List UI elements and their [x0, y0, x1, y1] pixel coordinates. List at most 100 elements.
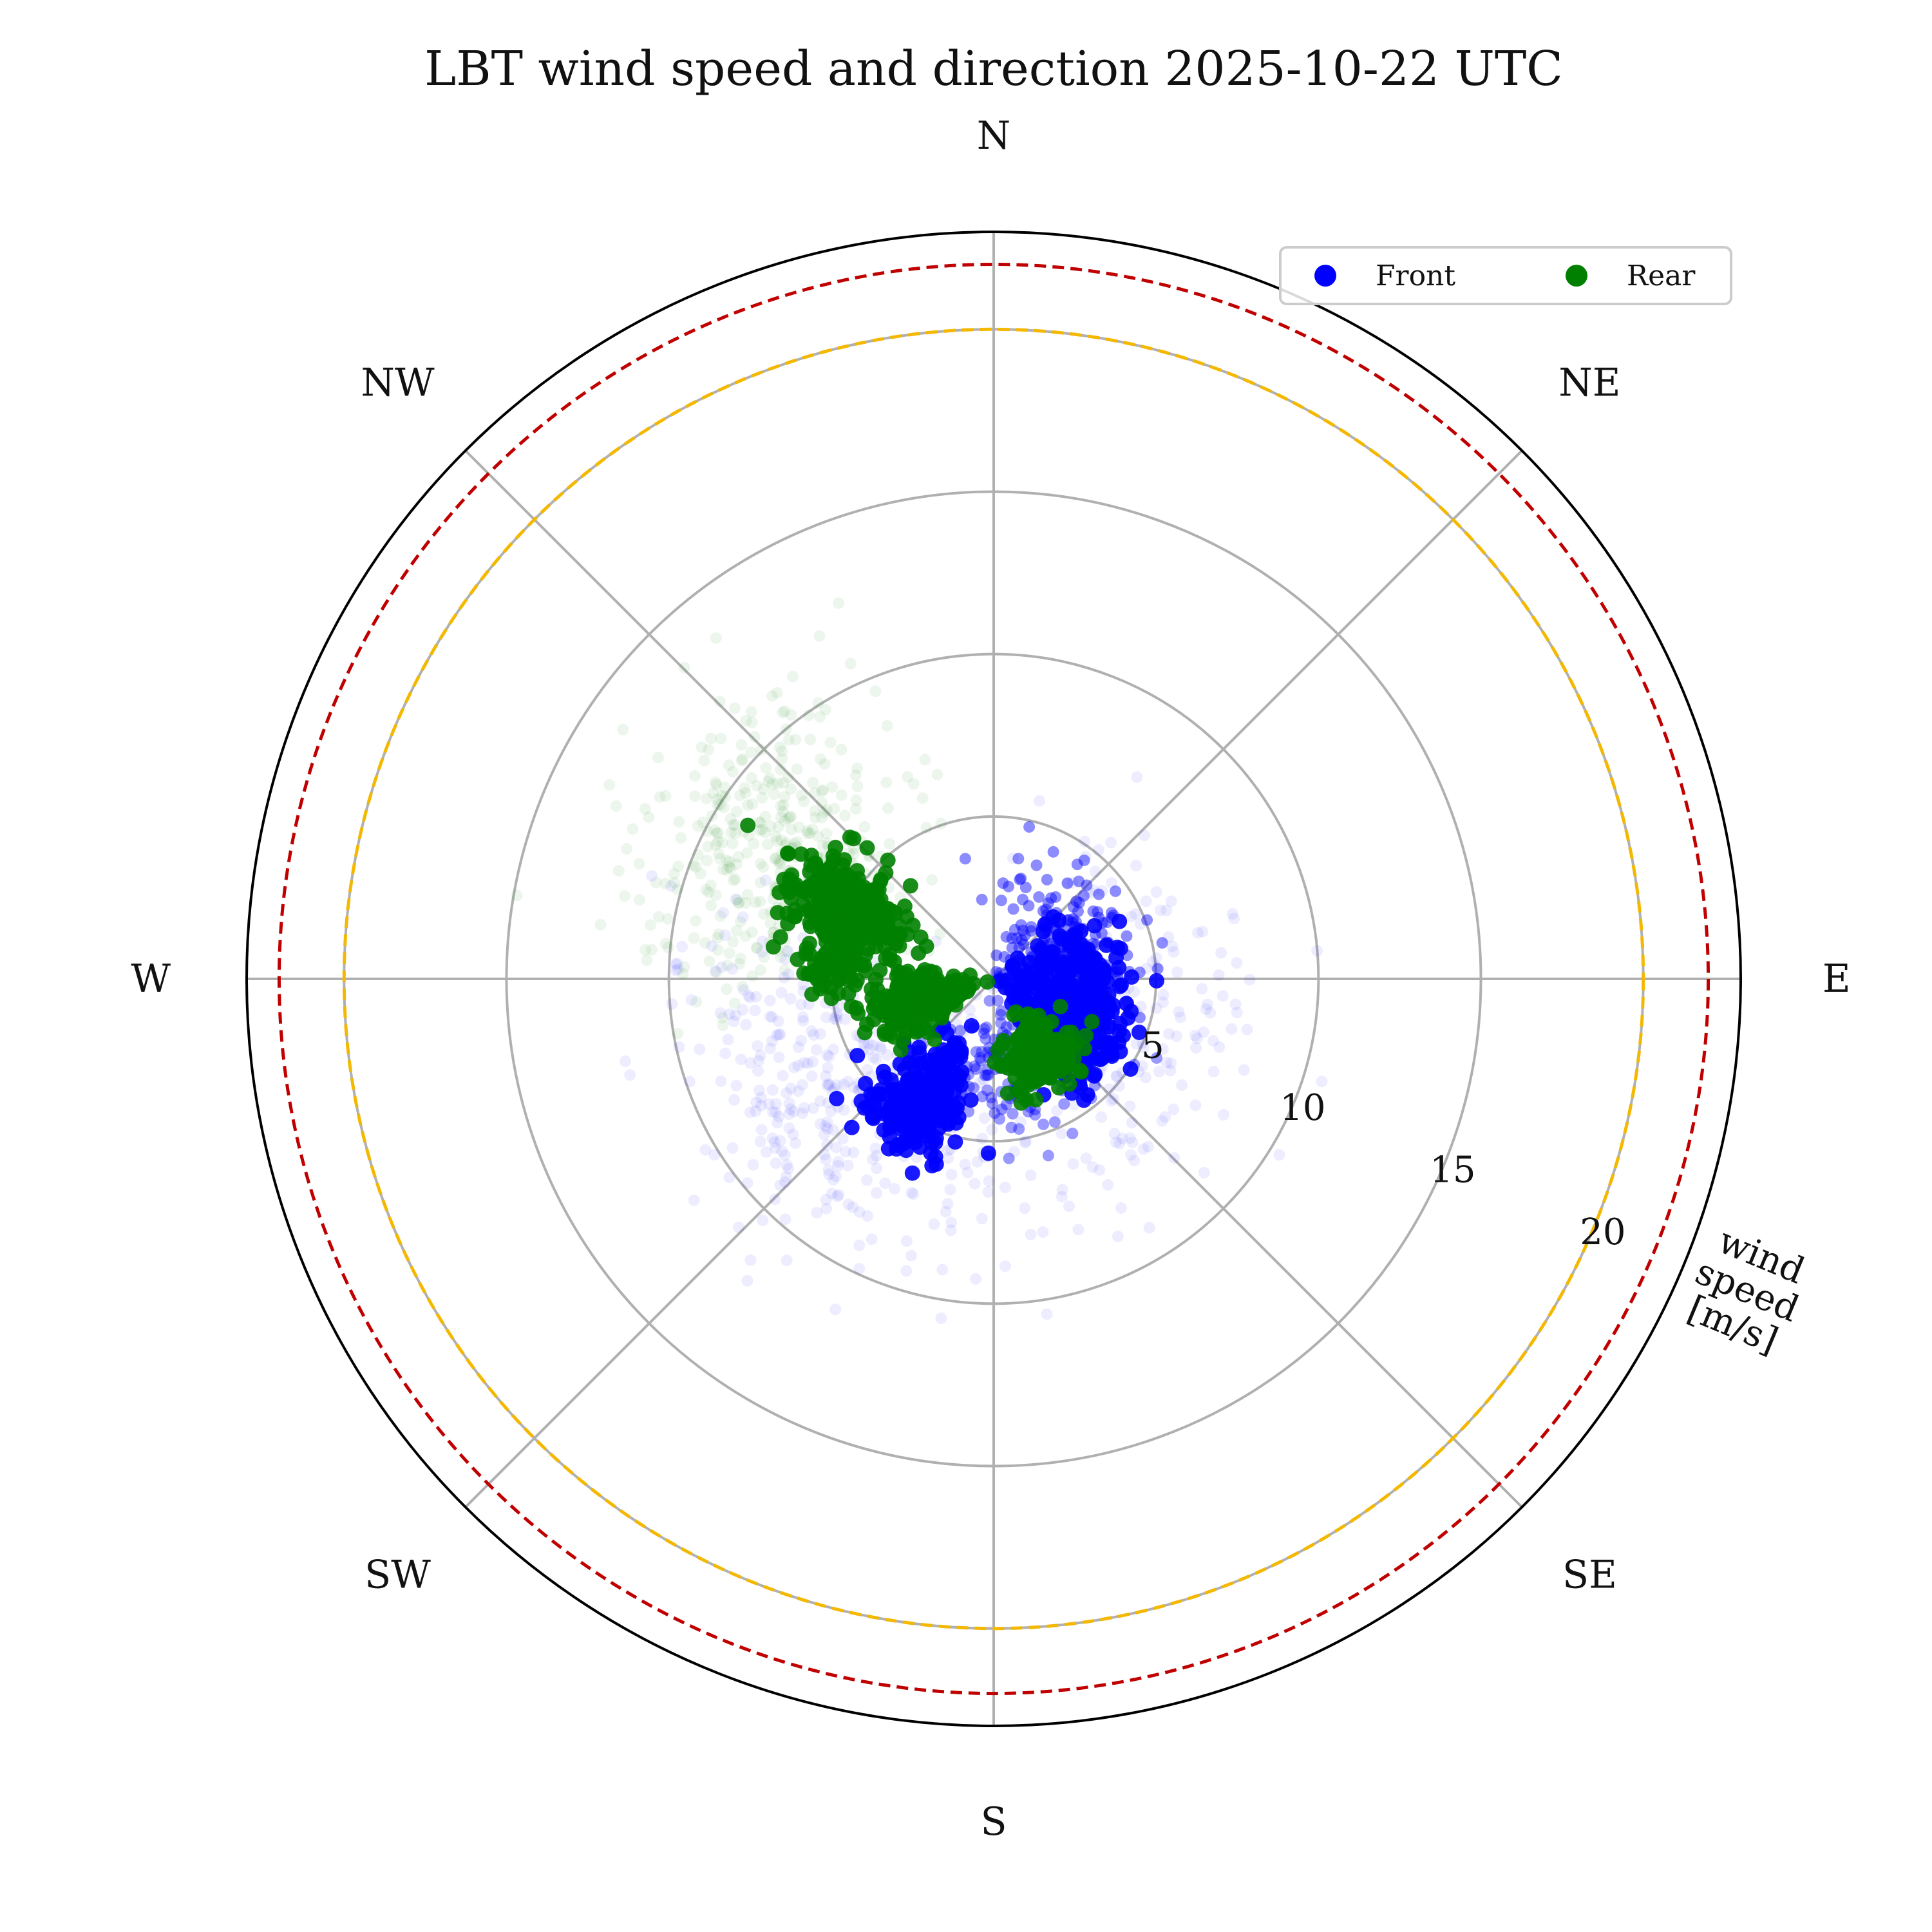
front-point	[871, 1053, 882, 1065]
front-point	[770, 1106, 782, 1119]
front-point	[1125, 911, 1137, 923]
rear-point	[705, 879, 717, 891]
rear-point	[907, 778, 920, 790]
front-point	[1000, 1021, 1012, 1033]
front-point	[980, 1145, 996, 1161]
front-point	[1124, 1132, 1136, 1144]
rear-point	[859, 1016, 875, 1032]
front-point	[980, 1033, 992, 1045]
rear-point	[763, 772, 775, 784]
front-point	[1168, 1152, 1180, 1164]
rear-point	[787, 670, 799, 683]
rear-point	[783, 890, 799, 906]
front-point	[983, 1175, 995, 1188]
front-point	[737, 983, 750, 996]
front-point	[900, 1101, 916, 1117]
front-point	[989, 1107, 1001, 1119]
front-point	[1112, 1043, 1128, 1059]
front-point	[1000, 1099, 1012, 1111]
front-point	[990, 949, 1003, 961]
front-point	[871, 1150, 883, 1162]
rear-point	[710, 838, 722, 851]
rear-point	[659, 938, 672, 950]
front-point	[853, 1239, 866, 1251]
front-point	[1168, 1103, 1180, 1115]
rear-point	[837, 852, 852, 868]
rear-point	[723, 759, 735, 772]
front-point	[773, 1111, 785, 1123]
front-point	[996, 1103, 1008, 1115]
legend-entry-rear: Rear	[1627, 260, 1696, 292]
front-point	[1068, 901, 1079, 913]
direction-label-e: E	[1823, 956, 1851, 1001]
front-point	[781, 1087, 793, 1099]
rear-point	[734, 916, 746, 928]
front-point	[819, 1148, 831, 1160]
rear-point	[764, 917, 777, 929]
front-point	[1131, 1025, 1147, 1040]
front-point	[646, 870, 658, 882]
rear-point	[859, 840, 875, 856]
front-point	[774, 1135, 786, 1147]
front-point	[1213, 1041, 1226, 1053]
front-point	[1238, 1064, 1250, 1076]
front-point	[1084, 886, 1096, 898]
rear-point	[776, 706, 788, 719]
rear-point	[807, 777, 819, 789]
rear-point	[820, 804, 833, 816]
front-point	[861, 1064, 873, 1076]
rear-point	[762, 838, 773, 851]
rear-point	[661, 913, 674, 925]
front-point	[1217, 990, 1229, 1002]
front-point	[821, 1049, 833, 1061]
front-point	[1048, 1116, 1061, 1128]
rear-point	[795, 789, 808, 801]
rear-point	[775, 811, 787, 823]
rear-point	[714, 799, 726, 811]
rear-point	[740, 715, 752, 727]
front-point	[831, 1007, 843, 1019]
front-point	[1015, 919, 1027, 931]
front-point	[935, 1312, 947, 1324]
front-point	[814, 1028, 826, 1040]
front-point	[766, 1084, 779, 1096]
rear-point	[690, 914, 702, 927]
front-point	[1090, 984, 1106, 1000]
rear-point	[741, 889, 753, 901]
front-point	[780, 1171, 792, 1183]
front-point	[755, 1099, 767, 1112]
rear-point	[766, 778, 779, 790]
front-point	[1189, 1099, 1202, 1112]
front-point	[755, 1092, 767, 1104]
front-point	[1063, 1200, 1075, 1213]
rear-point	[858, 901, 874, 917]
front-point	[995, 895, 1007, 907]
front-point	[961, 1166, 974, 1179]
rear-point	[717, 837, 729, 849]
legend: Front Rear	[1279, 246, 1732, 305]
front-point	[1012, 967, 1028, 983]
rear-point	[692, 820, 704, 832]
legend-marker	[1566, 265, 1587, 287]
front-point	[1151, 963, 1164, 975]
rear-point	[699, 937, 711, 949]
front-point	[814, 1118, 826, 1130]
rear-point	[730, 806, 743, 818]
rear-point	[839, 810, 851, 822]
front-point	[822, 1061, 834, 1074]
front-point	[999, 1260, 1011, 1273]
front-point	[1130, 908, 1142, 920]
rear-point	[753, 824, 766, 837]
front-point	[1151, 1052, 1162, 1064]
front-point	[788, 1106, 800, 1117]
front-point	[733, 1221, 745, 1233]
front-point	[994, 1009, 1007, 1021]
front-point	[772, 1015, 784, 1027]
front-point	[828, 1124, 839, 1136]
front-point	[754, 1049, 766, 1061]
front-point	[747, 1159, 759, 1171]
rear-point	[729, 819, 741, 831]
rear-point	[710, 965, 723, 978]
front-point	[1045, 945, 1061, 961]
rear-point	[733, 897, 745, 909]
